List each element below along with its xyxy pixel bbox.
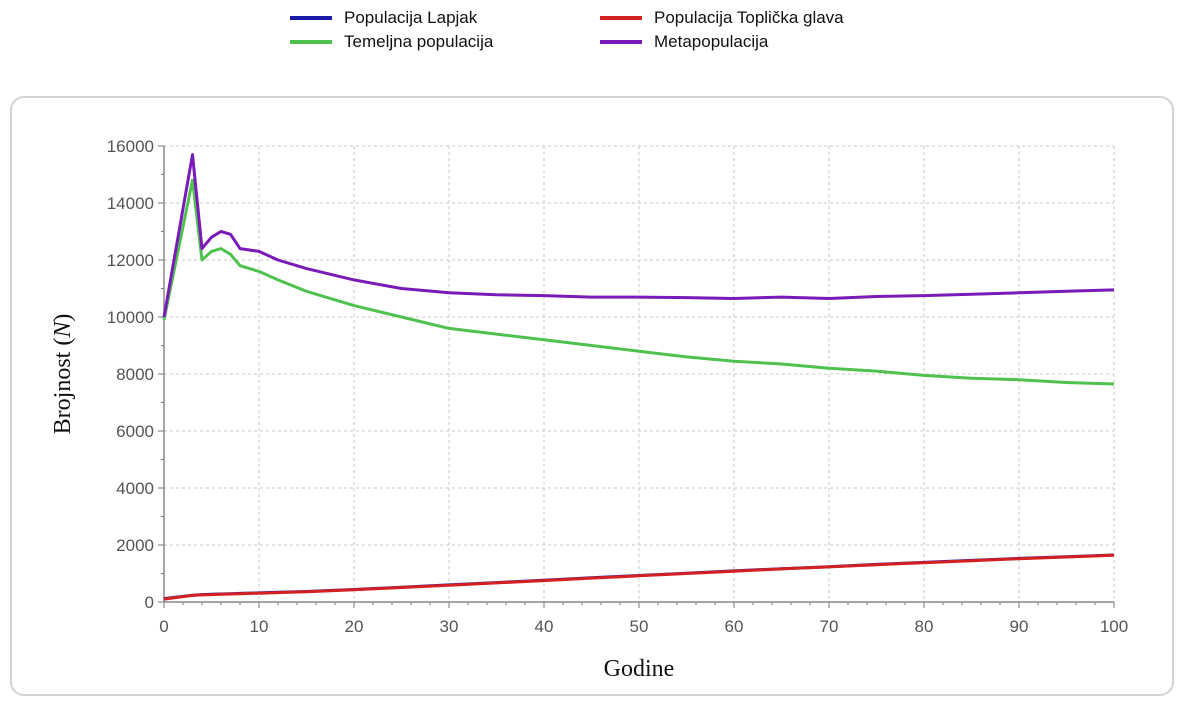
y-tick-label: 4000 xyxy=(116,479,154,498)
y-tick-label: 10000 xyxy=(107,308,154,327)
x-tick-label: 80 xyxy=(915,617,934,636)
y-tick-label: 14000 xyxy=(107,194,154,213)
x-tick-label: 0 xyxy=(159,617,168,636)
x-tick-label: 60 xyxy=(725,617,744,636)
x-tick-label: 70 xyxy=(820,617,839,636)
axes xyxy=(158,145,1115,608)
y-tick-label: 12000 xyxy=(107,251,154,270)
legend-swatch xyxy=(290,40,332,44)
y-tick-label: 2000 xyxy=(116,536,154,555)
x-tick-label: 20 xyxy=(345,617,364,636)
x-tick-label: 40 xyxy=(535,617,554,636)
grid-lines xyxy=(164,145,1115,602)
series-line xyxy=(163,553,1115,601)
legend-label: Populacija Toplička glava xyxy=(654,8,844,27)
series-lines xyxy=(162,153,1115,601)
y-tick-label: 8000 xyxy=(116,365,154,384)
series-line xyxy=(162,178,1115,386)
x-tick-label: 90 xyxy=(1010,617,1029,636)
chart-legend: Populacija Lapjak Populacija Toplička gla… xyxy=(0,0,1178,80)
legend-label: Metapopulacija xyxy=(654,32,769,51)
line-chart: 0 10 20 30 40 50 60 70 80 90 100 0 2000 4000 6000 8000 1… xyxy=(50,137,1128,682)
x-tick-label: 100 xyxy=(1100,617,1128,636)
legend-swatch xyxy=(600,16,642,20)
series-line xyxy=(162,153,1115,318)
legend-swatch xyxy=(290,16,332,20)
y-tick-label: 16000 xyxy=(107,137,154,156)
x-tick-label: 30 xyxy=(440,617,459,636)
legend-label: Populacija Lapjak xyxy=(344,8,478,27)
legend-label: Temeljna populacija xyxy=(344,32,494,51)
legend-swatch xyxy=(600,40,642,44)
y-tick-label: 6000 xyxy=(116,422,154,441)
x-tick-label: 10 xyxy=(250,617,269,636)
x-tick-label: 50 xyxy=(630,617,649,636)
y-tick-label: 0 xyxy=(145,593,154,612)
x-axis-title: Godine xyxy=(604,656,675,682)
chart-frame: 0 10 20 30 40 50 60 70 80 90 100 0 2000 4000 6000 8000 1… xyxy=(10,96,1174,696)
y-axis-title: Brojnost (N) xyxy=(50,314,76,435)
tick-labels: 0 10 20 30 40 50 60 70 80 90 100 0 2000 4000 6000 8000 1… xyxy=(107,137,1128,636)
